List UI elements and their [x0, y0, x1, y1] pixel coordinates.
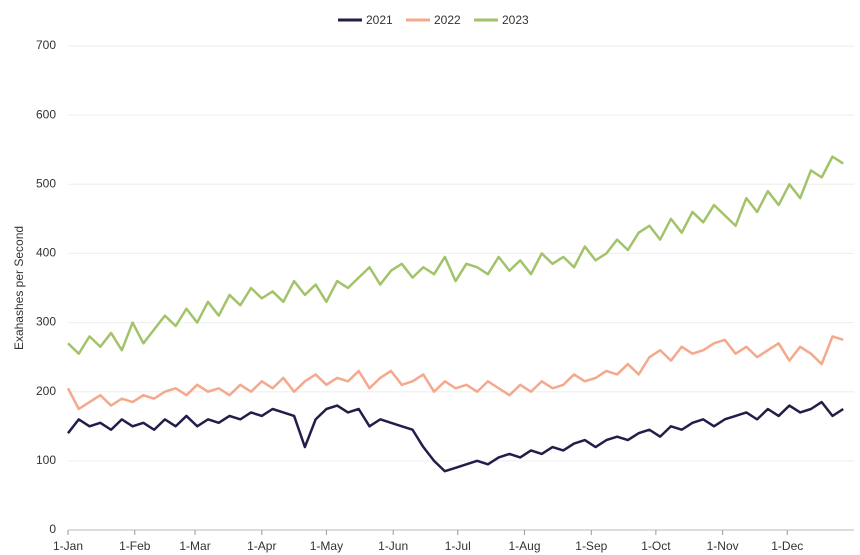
- x-tick-label: 1-Sep: [575, 539, 607, 553]
- y-tick-label: 200: [36, 384, 56, 398]
- y-axis-label: Exahashes per Second: [12, 226, 26, 350]
- y-tick-label: 300: [36, 315, 56, 329]
- y-tick-label: 0: [49, 522, 56, 536]
- series-line: [66, 335, 844, 411]
- x-tick-label: 1-Jan: [53, 539, 83, 553]
- x-tick-label: 1-Apr: [247, 539, 276, 553]
- y-tick-label: 400: [36, 246, 56, 260]
- x-tick-label: 1-Oct: [641, 539, 671, 553]
- series-line: [67, 155, 844, 355]
- legend-label: 2021: [366, 13, 393, 27]
- y-tick-label: 700: [36, 38, 56, 52]
- y-tick-label: 500: [36, 176, 56, 190]
- x-tick-label: 1-Jun: [378, 539, 408, 553]
- x-tick-label: 1-May: [310, 539, 343, 553]
- x-tick-label: 1-Jul: [445, 539, 471, 553]
- x-tick-label: 1-Feb: [119, 539, 151, 553]
- legend-label: 2022: [434, 13, 461, 27]
- x-tick-label: 1-Dec: [771, 539, 803, 553]
- x-tick-label: 1-Nov: [707, 539, 739, 553]
- y-tick-label: 600: [36, 107, 56, 121]
- x-tick-label: 1-Mar: [179, 539, 210, 553]
- y-tick-label: 100: [36, 453, 56, 467]
- series-line: [67, 400, 844, 473]
- x-tick-label: 1-Aug: [509, 539, 541, 553]
- legend-label: 2023: [502, 13, 529, 27]
